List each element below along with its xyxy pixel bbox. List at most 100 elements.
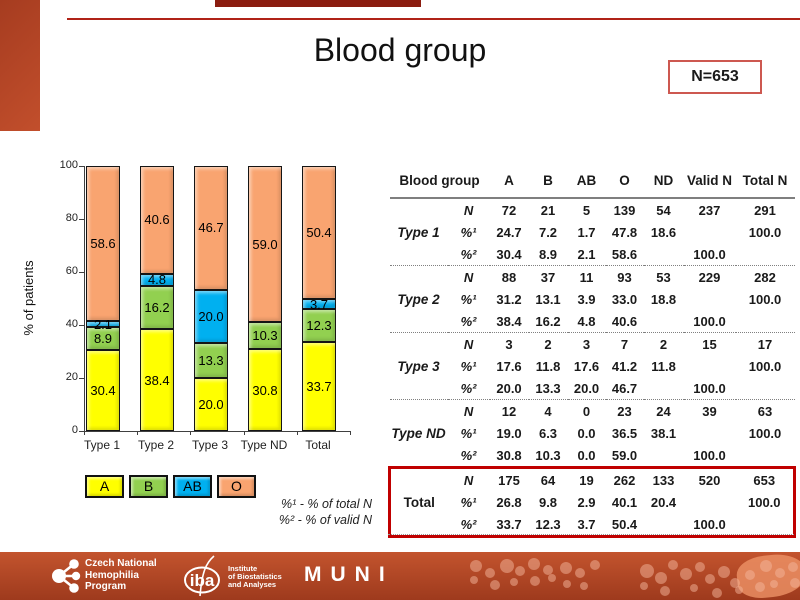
table-cell	[644, 444, 684, 468]
segment-value-label: 38.4	[144, 372, 170, 388]
table-cell: 18.8	[650, 291, 677, 307]
table-cell: 20.0	[573, 380, 600, 396]
table-cell	[735, 513, 797, 538]
decorative-dot	[680, 568, 692, 580]
table-cell: 19	[567, 466, 606, 491]
table-cell: 2	[643, 332, 684, 355]
table-cell: 31.2	[496, 291, 522, 307]
decorative-dot	[668, 560, 678, 570]
table-row-label: N	[447, 399, 490, 422]
footnote-valid-n: %² - % of valid N	[278, 513, 372, 527]
table-cell: 19.0	[496, 425, 522, 441]
page-title: Blood group	[313, 32, 487, 68]
table-cell: 88	[489, 265, 529, 288]
table-group-label: Type ND	[389, 399, 448, 468]
decorative-dot	[745, 570, 755, 580]
table-group-type-1: Type 1 N 72 21 5 139 54 237 291 %¹ 24.7 7.2 1.7 47.8 1…	[390, 198, 795, 266]
segment-value-label: 46.7	[198, 220, 224, 236]
table-cell: 16.2	[535, 313, 561, 329]
table-cell: 229	[683, 265, 736, 288]
segment-o: 59.0	[248, 166, 282, 323]
table-column-header: Total N	[735, 163, 795, 199]
muni-logo: MUNI	[304, 563, 394, 586]
table-row-label: %¹	[460, 358, 477, 374]
table-cell: 291	[754, 202, 776, 218]
table-cell: 282	[735, 265, 795, 288]
decorative-dot	[788, 562, 798, 572]
table-cell	[644, 243, 684, 266]
table-cell: 54	[656, 202, 671, 218]
table-cell: 4	[528, 399, 568, 422]
y-tick-mark	[79, 166, 84, 167]
table-cell	[684, 422, 736, 444]
side-accent-bar	[0, 0, 40, 131]
table-cell: 520	[683, 466, 736, 491]
bar-type-nd: 30.8 10.3 59.0	[248, 166, 282, 431]
table-cell	[684, 491, 736, 513]
iba-logo-text: Institute of Biostatistics and Analyses	[228, 565, 282, 589]
table-cell: 50.4	[605, 513, 644, 538]
table-cell: 58.6	[611, 246, 638, 262]
table-row-label: %¹	[460, 291, 477, 307]
table-cell: 33.7	[489, 513, 529, 538]
table-cell: 24.7	[496, 224, 522, 240]
table-column-header: O	[605, 163, 644, 199]
cnhp-logo-text: Czech National Hemophilia Program	[85, 558, 157, 593]
y-tick-label: 0	[71, 424, 78, 436]
stacked-bar-chart: % of patients 30.4 8.9 2.1 58.6 38.4 16.2 4.8 4…	[0, 150, 400, 560]
table-cell	[736, 243, 795, 266]
sample-size-badge: N=653	[668, 60, 762, 94]
table-cell: 3.7	[567, 513, 606, 538]
table-cell	[736, 310, 795, 333]
segment-value-label: 58.6	[90, 236, 116, 252]
decorative-dot	[500, 559, 514, 573]
table-cell: 0	[567, 399, 606, 422]
decorative-dot	[640, 564, 654, 578]
segment-o: 58.6	[86, 166, 120, 322]
segment-value-label: 3.7	[309, 296, 329, 312]
table-group-label: Total	[388, 466, 448, 538]
x-tick-mark	[243, 431, 245, 435]
decorative-dot	[575, 568, 585, 578]
footnotes: %¹ - % of total N %² - % of valid N	[248, 496, 372, 528]
table-cell: 2.1	[577, 246, 596, 262]
decorative-dot	[640, 582, 648, 590]
table-row-label: N	[463, 202, 474, 218]
decorative-dot	[790, 578, 800, 588]
x-tick-mark	[137, 431, 139, 435]
table-cell: 133	[643, 466, 684, 491]
decorative-dot	[485, 568, 495, 578]
segment-value-label: 30.8	[252, 382, 278, 398]
decorative-dot	[730, 578, 740, 588]
x-tick-mark	[190, 431, 192, 435]
table-cell: 47.8	[611, 224, 638, 240]
legend-item-a: A	[85, 475, 124, 498]
table-cell: 100.0	[735, 491, 797, 513]
table-cell: 59.0	[611, 447, 638, 463]
table-cell: 3	[567, 332, 606, 355]
decorative-dot	[590, 560, 600, 570]
segment-ab: 20.0	[194, 289, 228, 343]
x-tick-mark	[84, 431, 85, 435]
x-category-label: Type 2	[137, 438, 175, 452]
segment-b: 12.3	[302, 309, 336, 342]
x-category-label: Type 1	[83, 438, 121, 452]
table-cell: 262	[605, 466, 644, 491]
table-group-type-nd: Type ND N 12 4 0 23 24 39 63 %¹ 19.0 6.3 0.0 36.5 38.1…	[389, 399, 795, 468]
segment-value-label: 16.2	[144, 300, 170, 316]
y-tick-mark	[79, 219, 84, 220]
footnote-total-n: %¹ - % of total N	[281, 497, 372, 511]
table-cell: 100.0	[748, 291, 782, 307]
decorative-dot	[515, 566, 525, 576]
y-axis-label: % of patients	[21, 260, 36, 336]
decorative-dot	[548, 574, 556, 582]
bar-total: 33.7 12.3 3.7 50.4	[302, 166, 336, 431]
decorative-dot	[718, 566, 730, 578]
table-cell: 38.1	[650, 425, 677, 441]
plot-area: 30.4 8.9 2.1 58.6 38.4 16.2 4.8 40.6 20.0 13.3 20.…	[84, 166, 351, 432]
iba-line-1: Institute	[228, 564, 258, 573]
table-cell: 12	[489, 399, 529, 422]
table-cell: 100.0	[693, 313, 726, 329]
segment-a: 30.8	[248, 349, 282, 431]
